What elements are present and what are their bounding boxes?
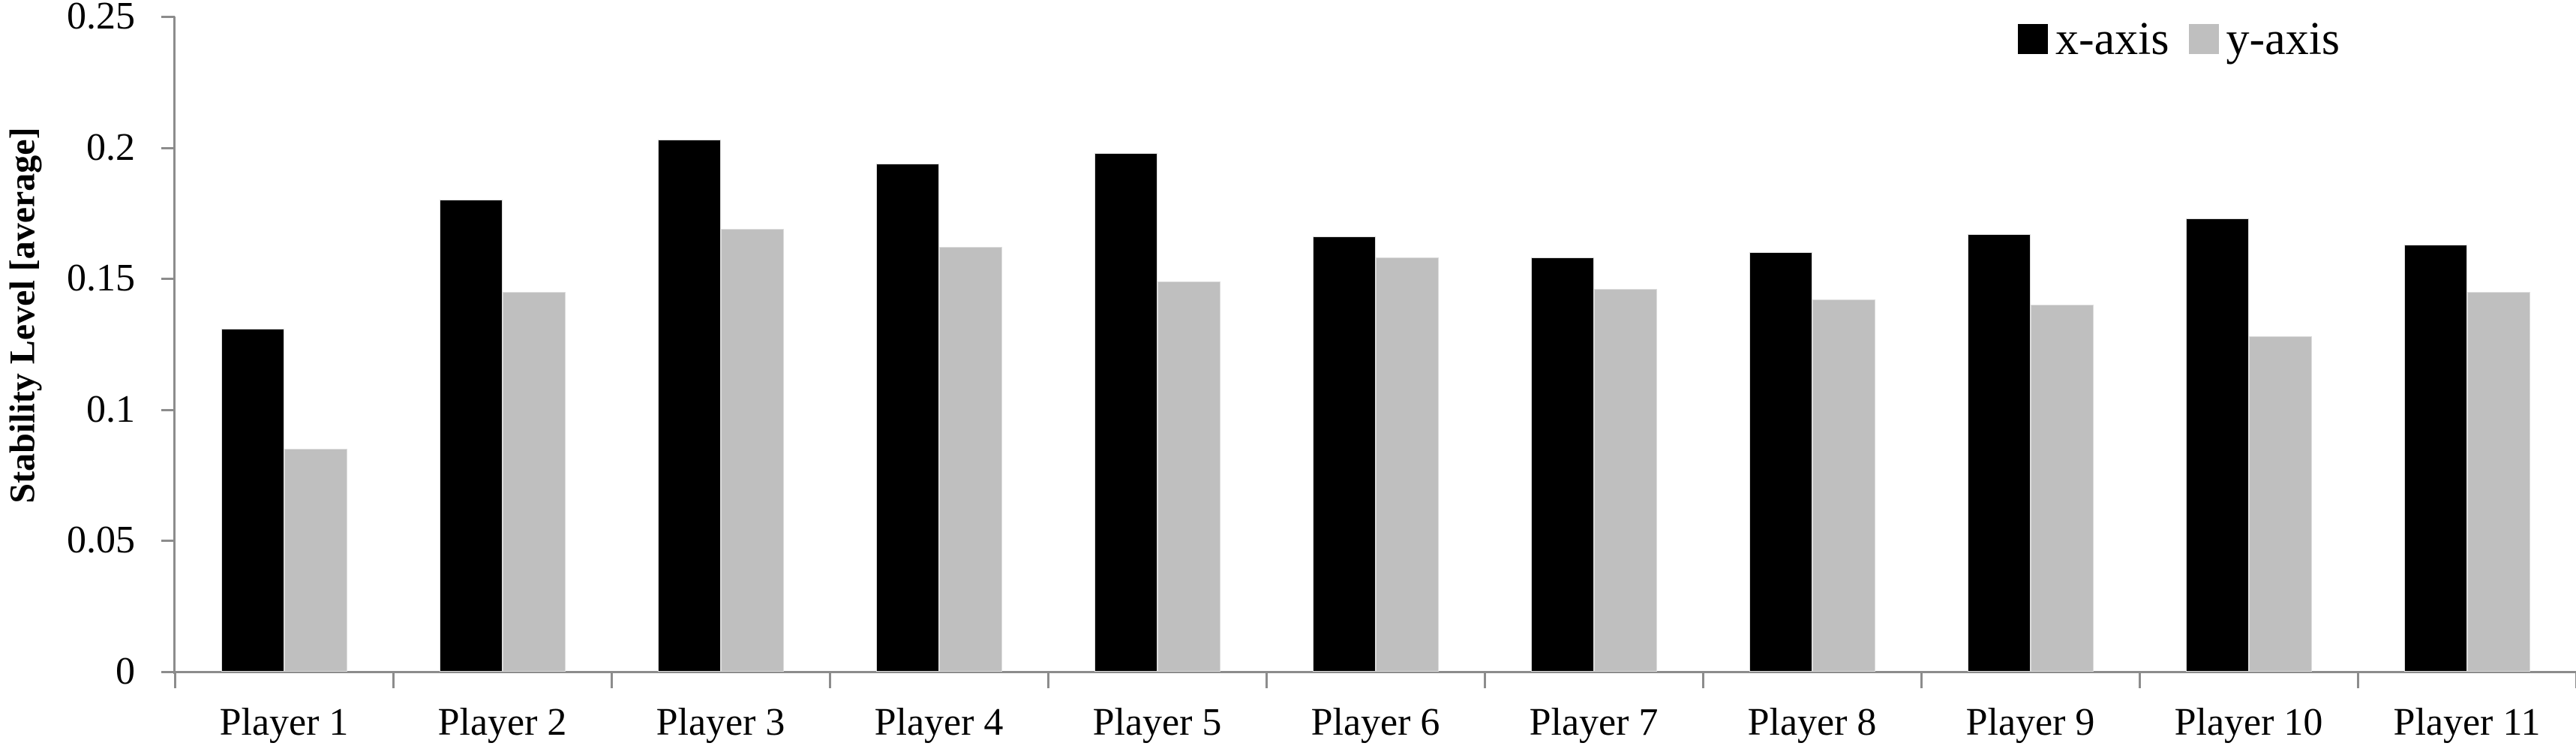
- x-category-label: Player 5: [1092, 701, 1222, 744]
- bar-x-axis-player-7: [1530, 257, 1594, 672]
- bar-x-axis-player-1: [221, 329, 284, 672]
- bar-x-axis-player-5: [1094, 153, 1157, 672]
- y-axis-line: [173, 17, 176, 674]
- x-tick: [2139, 672, 2141, 688]
- x-tick: [1920, 672, 1923, 688]
- y-tick: [161, 16, 175, 18]
- x-category-label: Player 2: [437, 701, 567, 744]
- bar-y-axis-player-9: [2030, 305, 2094, 672]
- x-tick: [829, 672, 831, 688]
- x-axis-line: [161, 671, 2576, 673]
- bar-y-axis-player-10: [2248, 336, 2312, 672]
- y-tick-label: 0.25: [67, 0, 135, 38]
- y-tick: [161, 671, 175, 673]
- legend-label-y-axis: y-axis: [2226, 14, 2340, 65]
- x-tick: [611, 672, 613, 688]
- bar-y-axis-player-11: [2466, 292, 2530, 672]
- y-tick-label: 0.05: [67, 519, 135, 562]
- bar-x-axis-player-11: [2403, 245, 2467, 672]
- x-category-label: Player 9: [1965, 701, 2095, 744]
- x-tick: [1265, 672, 1268, 688]
- legend-item-x-axis: x-axis: [2018, 15, 2169, 63]
- x-category-label: Player 6: [1311, 701, 1440, 744]
- x-category-label: Player 11: [2393, 701, 2541, 744]
- bar-x-axis-player-6: [1312, 236, 1376, 672]
- y-tick-label: 0.2: [86, 125, 135, 169]
- y-tick: [161, 408, 175, 411]
- y-tick-label: 0: [116, 650, 135, 693]
- y-tick: [161, 146, 175, 149]
- bar-y-axis-player-6: [1375, 257, 1439, 672]
- x-tick: [2357, 672, 2359, 688]
- x-tick: [1047, 672, 1049, 688]
- bar-y-axis-player-1: [284, 449, 347, 672]
- y-tick: [161, 278, 175, 281]
- bar-x-axis-player-2: [439, 200, 503, 672]
- bar-y-axis-player-7: [1593, 289, 1657, 672]
- legend-swatch-x-axis: [2018, 24, 2048, 54]
- y-axis-title: Stability Level [average]: [2, 127, 43, 504]
- x-category-label: Player 3: [656, 701, 785, 744]
- x-category-label: Player 4: [874, 701, 1004, 744]
- y-tick-label: 0.1: [86, 387, 135, 431]
- y-tick-label: 0.15: [67, 257, 135, 300]
- bar-x-axis-player-8: [1749, 252, 1812, 672]
- legend-swatch-y-axis: [2188, 24, 2219, 54]
- bar-x-axis-player-9: [1967, 234, 2031, 672]
- bar-x-axis-player-3: [657, 140, 721, 672]
- x-tick: [1484, 672, 1486, 688]
- x-tick: [1702, 672, 1704, 688]
- legend: x-axis y-axis: [2018, 15, 2359, 63]
- bar-y-axis-player-3: [720, 229, 784, 672]
- bar-y-axis-player-2: [502, 292, 566, 672]
- x-tick: [392, 672, 395, 688]
- x-tick: [174, 672, 176, 688]
- legend-item-y-axis: y-axis: [2188, 14, 2340, 65]
- x-category-label: Player 8: [1747, 701, 1877, 744]
- bar-x-axis-player-4: [875, 164, 939, 672]
- legend-label-x-axis: x-axis: [2055, 14, 2169, 65]
- x-category-label: Player 10: [2174, 701, 2323, 744]
- bar-y-axis-player-5: [1157, 281, 1220, 672]
- y-tick: [161, 540, 175, 543]
- bar-y-axis-player-4: [938, 247, 1002, 672]
- x-category-label: Player 1: [219, 701, 349, 744]
- bar-x-axis-player-10: [2185, 218, 2249, 672]
- bar-y-axis-player-8: [1812, 299, 1875, 672]
- x-category-label: Player 7: [1529, 701, 1659, 744]
